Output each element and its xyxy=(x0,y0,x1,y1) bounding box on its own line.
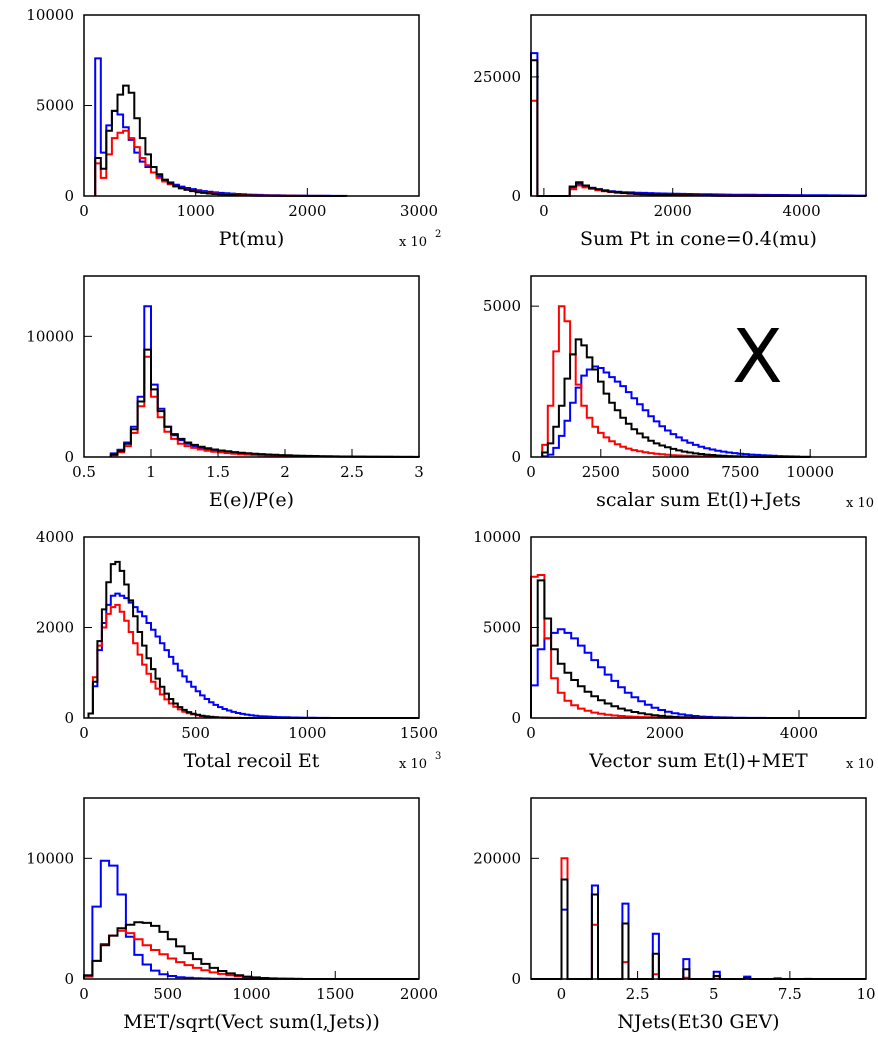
panel-sum-pt-cone: 0 2000 4000 0 25000 Sum Pt in cone=0.4(mu) xyxy=(473,14,867,250)
x-tick-label: 7500 xyxy=(721,463,759,481)
x-mark-annotation: X xyxy=(732,314,783,400)
series-line-1 xyxy=(83,859,419,980)
x-axis-label: scalar sum Et(l)+Jets xyxy=(596,489,801,511)
axis-multiplier-exponent: 2 xyxy=(435,229,441,240)
x-tick-label: 5 xyxy=(709,985,719,1003)
series-line-1 xyxy=(109,305,419,458)
axis-multiplier: x 10 xyxy=(399,757,427,772)
axis-multiplier: x 10 xyxy=(399,235,427,250)
series-line-1 xyxy=(530,628,866,719)
series-line-2 xyxy=(531,857,866,980)
panel-total-recoil-et: 0 500 1000 1500 0 2000 4000 Total recoil Et x 10… xyxy=(36,528,442,772)
series-line-1 xyxy=(531,884,866,980)
series-line-3 xyxy=(530,579,866,719)
x-tick-label: 4000 xyxy=(780,724,818,742)
y-tick-label: 0 xyxy=(64,709,74,727)
y-tick-label: 10000 xyxy=(26,6,74,24)
x-tick-label: 500 xyxy=(181,724,210,742)
series-line-1 xyxy=(541,365,812,458)
x-tick-label: 3000 xyxy=(400,202,438,220)
x-tick-label: 4000 xyxy=(782,202,820,220)
x-axis-label: Vector sum Et(l)+MET xyxy=(588,750,808,772)
panel-met-sqrt: 0 500 1000 1500 2000 0 10000 MET/sqrt(Vect sum(… xyxy=(26,797,438,1033)
plot-frame xyxy=(530,797,867,980)
y-tick-label: 10000 xyxy=(26,327,74,345)
panel-pt-mu: 0 1000 2000 3000 0 5000 10000 Pt(mu) x 10 2 xyxy=(26,6,441,250)
y-tick-label: 0 xyxy=(64,448,74,466)
x-tick-label: 10000 xyxy=(786,463,834,481)
x-tick-label: 0 xyxy=(557,985,567,1003)
x-tick-label: 1000 xyxy=(177,202,215,220)
x-tick-label: 1 xyxy=(146,463,156,481)
y-tick-label: 0 xyxy=(64,970,74,988)
plot-frame xyxy=(530,14,867,197)
series-line-3 xyxy=(530,59,866,197)
axis-multiplier: x 10 xyxy=(846,496,874,511)
y-tick-label: 2000 xyxy=(36,619,74,637)
panel-scalar-sum-et: 0 2500 5000 7500 10000 0 5000 scalar sum Et(l)+… xyxy=(483,275,874,511)
y-tick-label: 5000 xyxy=(483,297,521,315)
axis-multiplier-exponent: 3 xyxy=(435,751,441,762)
x-tick-label: 0 xyxy=(539,202,549,220)
x-tick-label: 0 xyxy=(526,724,536,742)
plot-frame xyxy=(530,536,867,719)
x-axis-label: Total recoil Et xyxy=(184,750,320,772)
x-tick-label: 0 xyxy=(526,463,536,481)
y-tick-label: 0 xyxy=(511,448,521,466)
y-tick-label: 5000 xyxy=(36,97,74,115)
x-tick-label: 2000 xyxy=(646,724,684,742)
x-tick-label: 10 xyxy=(856,985,875,1003)
x-axis-label: Sum Pt in cone=0.4(mu) xyxy=(580,228,817,250)
y-tick-label: 10000 xyxy=(473,528,521,546)
x-axis-label: E(e)/P(e) xyxy=(209,489,294,511)
x-tick-label: 1500 xyxy=(316,985,354,1003)
x-axis-label: NJets(Et30 GEV) xyxy=(617,1011,779,1033)
x-tick-label: 0 xyxy=(79,202,89,220)
x-tick-label: 1.5 xyxy=(206,463,230,481)
x-tick-label: 3 xyxy=(414,463,424,481)
y-tick-label: 0 xyxy=(511,187,521,205)
y-tick-label: 0 xyxy=(64,187,74,205)
x-tick-label: 0 xyxy=(79,985,89,1003)
axis-multiplier: x 10 xyxy=(846,757,874,772)
panel-e-over-p: 0.5 1 1.5 2 2.5 3 0 10000 E(e)/P(e) xyxy=(26,275,424,511)
y-tick-label: 4000 xyxy=(36,528,74,546)
y-tick-label: 10000 xyxy=(26,849,74,867)
x-tick-label: 500 xyxy=(153,985,182,1003)
x-tick-label: 2000 xyxy=(654,202,692,220)
x-tick-label: 0 xyxy=(79,724,89,742)
plot-frame xyxy=(83,536,420,719)
series-line-1 xyxy=(530,52,867,197)
x-tick-label: 2.5 xyxy=(626,985,650,1003)
x-tick-label: 0.5 xyxy=(72,463,96,481)
x-axis-label: Pt(mu) xyxy=(219,228,285,250)
x-tick-label: 2 xyxy=(280,463,290,481)
panel-njets: 0 2.5 5 7.5 10 0 20000 NJets(Et30 GEV) xyxy=(473,797,876,1033)
y-tick-label: 25000 xyxy=(473,68,521,86)
x-tick-label: 2500 xyxy=(582,463,620,481)
x-tick-label: 2.5 xyxy=(340,463,364,481)
panel-vector-sum-et: 0 2000 4000 0 5000 10000 Vector sum Et(l)+MET x… xyxy=(473,528,874,772)
plot-frame xyxy=(530,275,867,458)
x-tick-label: 1000 xyxy=(232,985,270,1003)
x-tick-label: 2000 xyxy=(400,985,438,1003)
y-tick-label: 0 xyxy=(511,709,521,727)
series-line-3 xyxy=(109,348,420,458)
x-axis-label: MET/sqrt(Vect sum(l,Jets)) xyxy=(123,1011,380,1033)
x-tick-label: 5000 xyxy=(651,463,689,481)
x-tick-label: 1000 xyxy=(288,724,326,742)
x-tick-label: 7.5 xyxy=(778,985,802,1003)
x-tick-label: 2000 xyxy=(288,202,326,220)
series-line-3 xyxy=(531,878,866,980)
series-line-1 xyxy=(94,57,348,197)
y-tick-label: 0 xyxy=(511,970,521,988)
y-tick-label: 5000 xyxy=(483,619,521,637)
series-line-3 xyxy=(87,560,419,719)
plot-frame xyxy=(83,275,420,458)
series-line-1 xyxy=(87,592,419,719)
y-tick-label: 20000 xyxy=(473,849,521,867)
x-tick-label: 1500 xyxy=(400,724,438,742)
